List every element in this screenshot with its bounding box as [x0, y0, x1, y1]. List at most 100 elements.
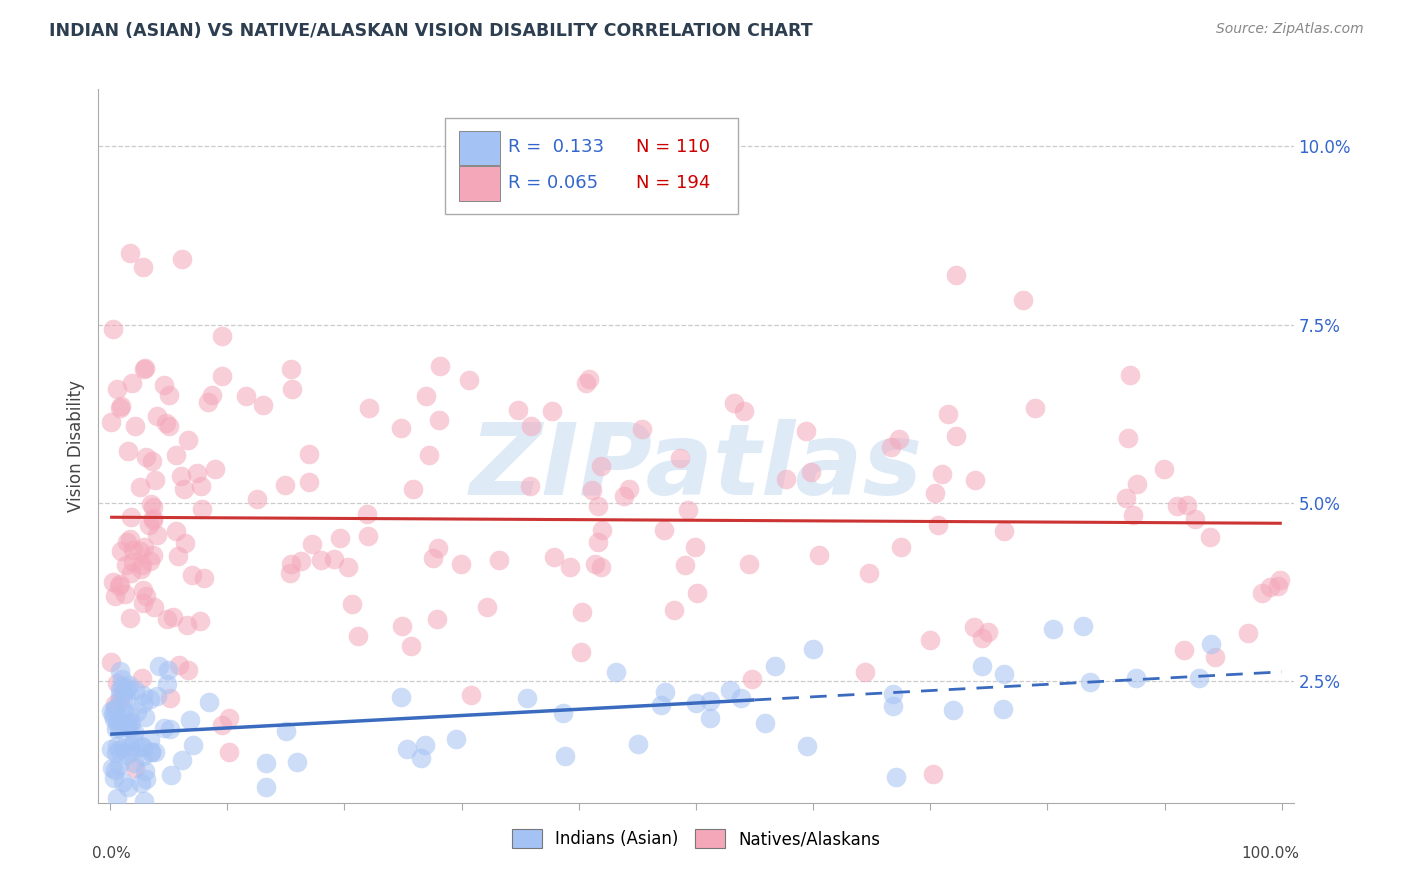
Point	[1260, 580, 1282, 594]
Point	[921, 767, 943, 781]
Point	[118, 708, 141, 723]
Point	[754, 716, 776, 731]
Point	[110, 681, 132, 696]
Point	[129, 776, 152, 790]
Point	[120, 566, 142, 581]
Point	[391, 618, 413, 632]
Point	[115, 534, 138, 549]
Point	[157, 419, 180, 434]
Point	[156, 663, 179, 677]
Point	[139, 745, 162, 759]
Point	[142, 512, 165, 526]
Point	[118, 532, 141, 546]
Point	[1011, 293, 1033, 308]
Point	[619, 482, 641, 496]
Point	[520, 419, 543, 434]
Point	[1153, 461, 1175, 475]
Point	[297, 475, 319, 490]
Point	[132, 260, 155, 274]
Point	[121, 555, 143, 569]
Point	[134, 361, 156, 376]
Point	[104, 589, 127, 603]
Point	[285, 755, 308, 769]
Point	[114, 740, 136, 755]
Point	[475, 600, 498, 615]
Point	[134, 794, 156, 808]
Point	[107, 743, 129, 757]
Point	[121, 376, 143, 391]
Point	[970, 632, 993, 646]
Point	[1118, 368, 1140, 382]
Point	[589, 458, 612, 473]
Point	[127, 705, 149, 719]
Point	[311, 553, 333, 567]
Point	[129, 544, 152, 558]
Point	[890, 540, 912, 554]
Point	[155, 417, 177, 431]
Point	[204, 462, 226, 476]
Point	[117, 444, 139, 458]
Point	[422, 550, 444, 565]
Point	[103, 712, 125, 726]
Point	[107, 758, 129, 772]
Point	[970, 659, 993, 673]
Point	[613, 489, 636, 503]
Point	[108, 579, 131, 593]
Point	[977, 625, 1000, 640]
Legend: Indians (Asian), Natives/Alaskans: Indians (Asian), Natives/Alaskans	[505, 822, 887, 855]
Point	[413, 739, 436, 753]
Point	[357, 529, 380, 543]
Point	[1071, 618, 1094, 632]
Text: N = 194: N = 194	[636, 174, 710, 192]
Point	[105, 739, 128, 754]
Point	[458, 373, 481, 387]
Point	[775, 472, 797, 486]
Point	[415, 389, 437, 403]
Point	[108, 401, 131, 416]
Point	[124, 761, 146, 775]
Point	[246, 491, 269, 506]
Point	[148, 659, 170, 673]
Point	[581, 483, 603, 497]
Point	[177, 663, 200, 677]
Point	[252, 398, 274, 412]
Point	[942, 703, 965, 717]
Point	[796, 739, 818, 753]
Point	[323, 551, 346, 566]
Point	[115, 683, 138, 698]
Point	[880, 441, 903, 455]
Point	[129, 480, 152, 494]
Point	[129, 739, 152, 753]
Point	[107, 713, 129, 727]
Point	[346, 629, 368, 643]
Point	[1175, 499, 1198, 513]
Point	[993, 666, 1015, 681]
Point	[650, 698, 672, 712]
Point	[112, 691, 135, 706]
Point	[1125, 671, 1147, 685]
Point	[104, 764, 127, 778]
Point	[558, 560, 581, 574]
Point	[138, 733, 160, 747]
Point	[124, 683, 146, 698]
Point	[1166, 499, 1188, 513]
Point	[124, 733, 146, 747]
Point	[103, 704, 125, 718]
Point	[730, 691, 752, 706]
Point	[103, 771, 125, 785]
Point	[165, 524, 187, 538]
Point	[211, 718, 233, 732]
Point	[1188, 671, 1211, 685]
Point	[280, 566, 302, 581]
Point	[399, 640, 422, 654]
Point	[395, 742, 418, 756]
Point	[121, 542, 143, 557]
Point	[683, 540, 706, 554]
Point	[301, 537, 323, 551]
Point	[157, 388, 180, 402]
Point	[101, 321, 124, 335]
Point	[605, 665, 627, 680]
Point	[160, 768, 183, 782]
Point	[356, 507, 378, 521]
Point	[340, 597, 363, 611]
